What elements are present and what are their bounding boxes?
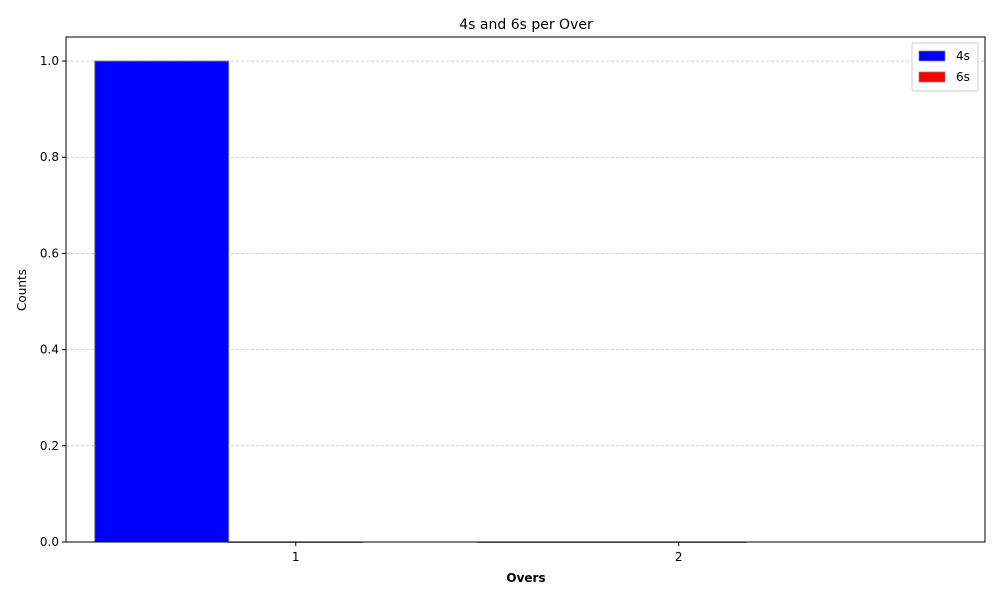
y-axis-ticks: 0.0 0.2 0.4 0.6 0.8 1.0 — [40, 54, 66, 549]
y-axis-label: Counts — [15, 269, 29, 311]
legend-label-6s: 6s — [956, 70, 970, 84]
grid-lines — [66, 60, 985, 447]
bar-4s-over-1 — [94, 60, 230, 543]
y-tick-label: 0.2 — [40, 439, 59, 453]
y-tick-label: 0.8 — [40, 150, 59, 164]
plot-frame — [65, 36, 986, 543]
x-tick-label: 1 — [292, 550, 300, 564]
legend-swatch-4s — [918, 50, 946, 62]
legend-label-4s: 4s — [956, 49, 970, 63]
x-tick-label: 2 — [675, 550, 683, 564]
legend-swatch-6s — [918, 71, 946, 83]
legend: 4s 6s — [911, 42, 979, 92]
y-tick-label: 1.0 — [40, 54, 59, 68]
chart-title: 4s and 6s per Over — [459, 17, 593, 33]
y-tick-label: 0.4 — [40, 343, 59, 357]
y-tick-label: 0.6 — [40, 246, 59, 260]
bars — [94, 60, 747, 543]
y-tick-label: 0.0 — [40, 535, 59, 549]
x-axis-label: Overs — [506, 571, 545, 585]
